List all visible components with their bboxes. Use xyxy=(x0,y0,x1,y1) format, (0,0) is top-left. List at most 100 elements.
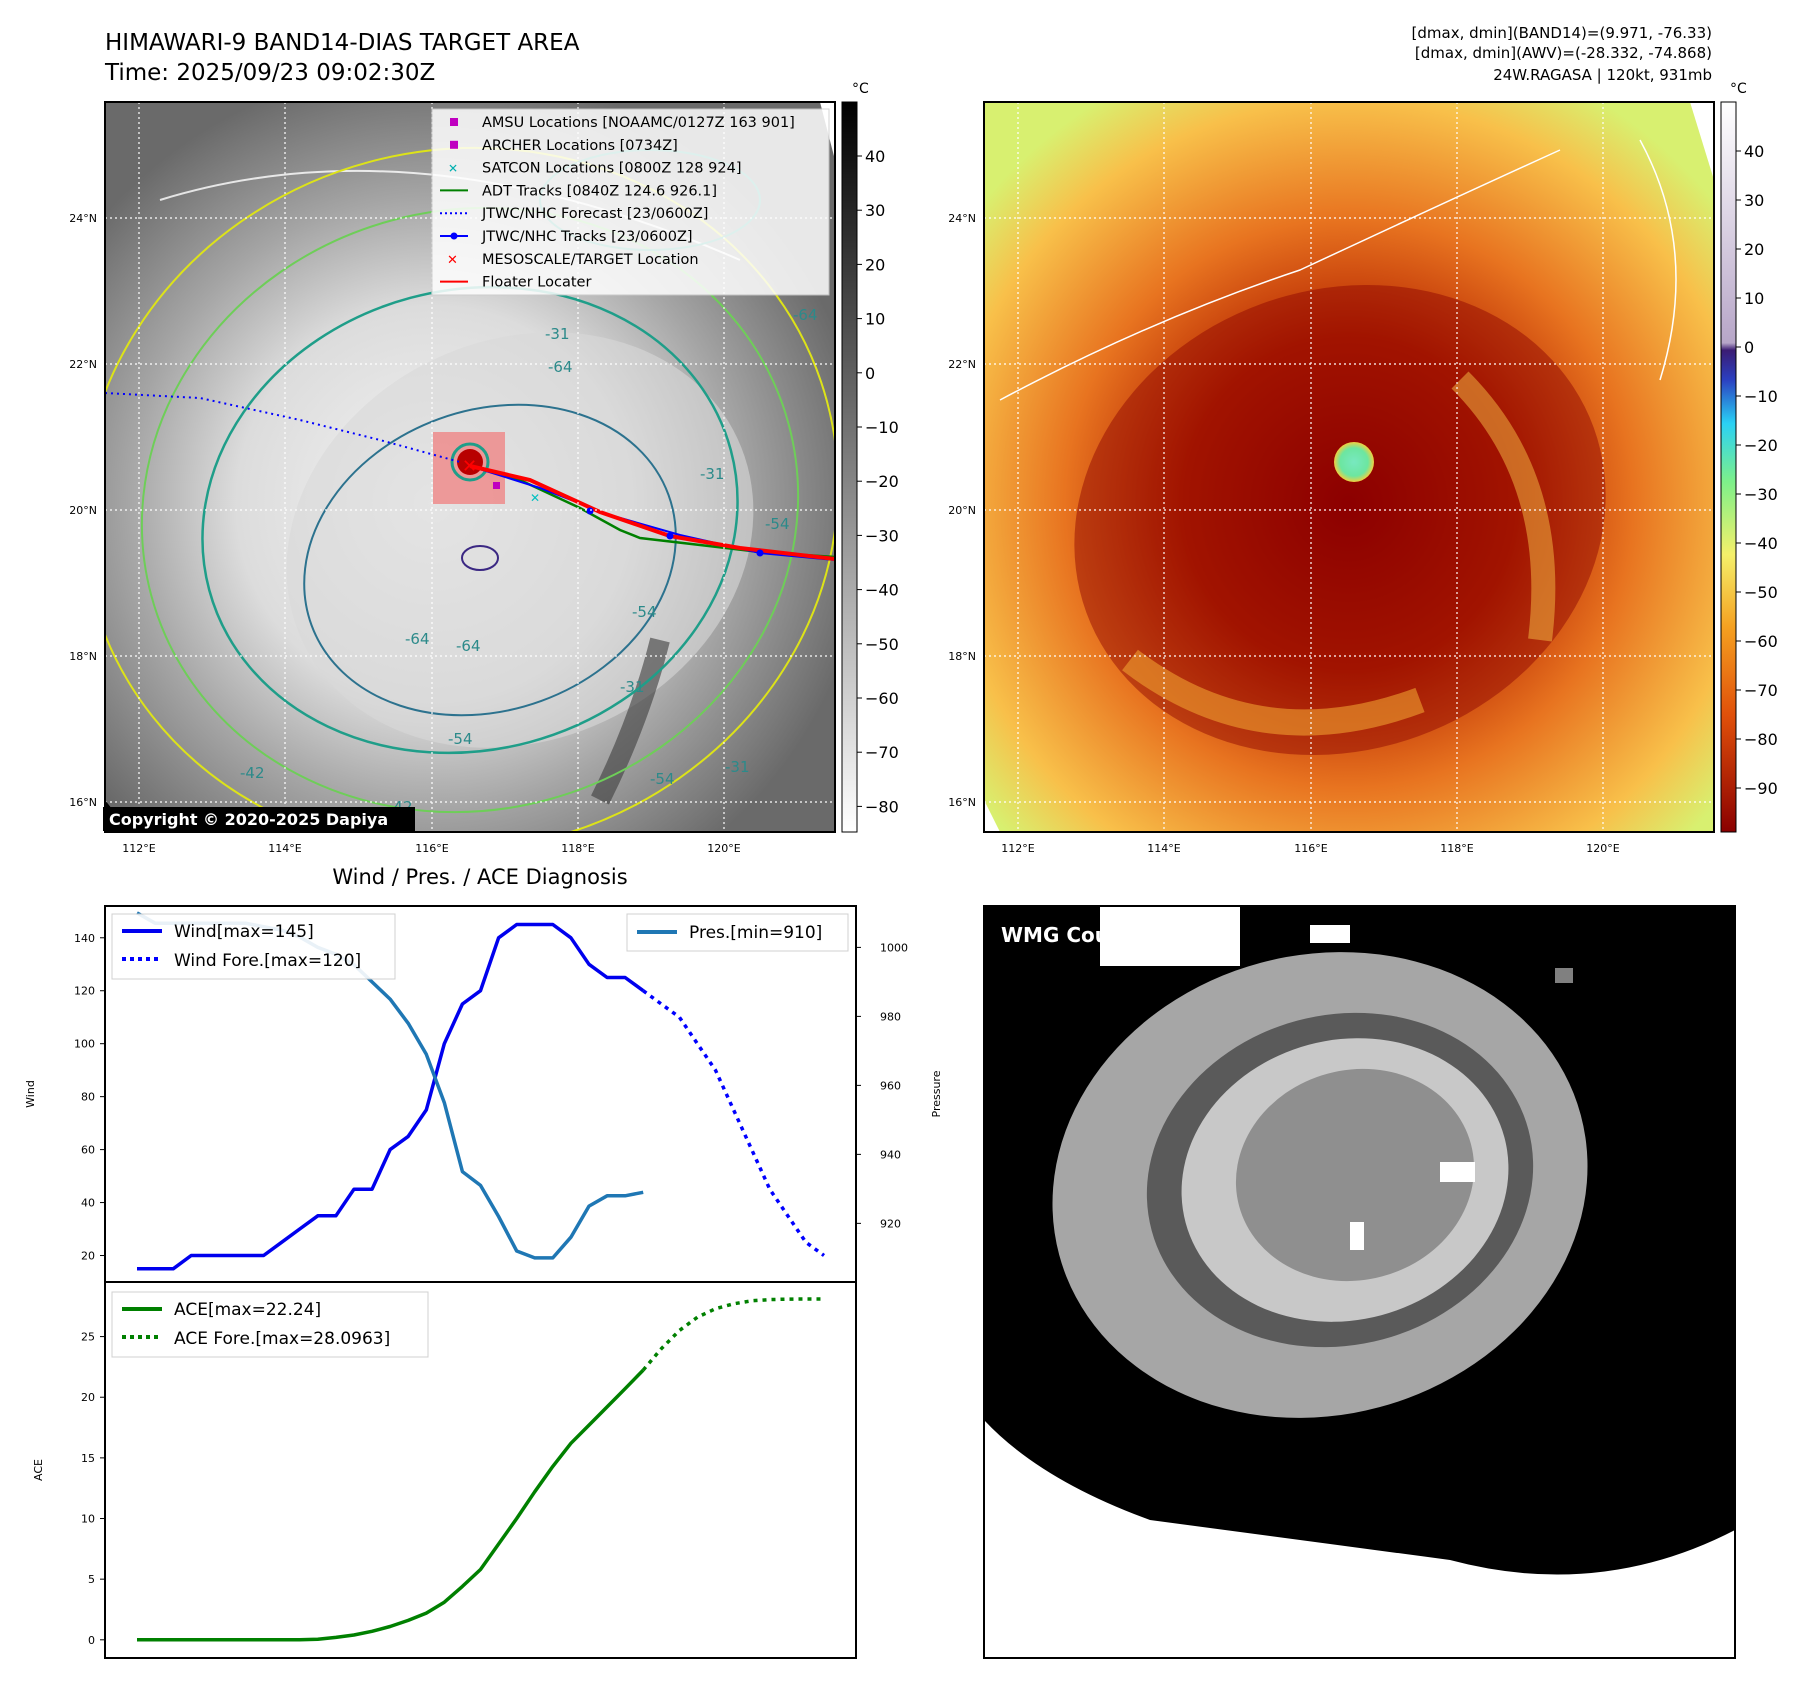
legend-item: ✕ SATCON Locations [0800Z 128 924] xyxy=(448,161,741,177)
awv-map-frame xyxy=(983,101,1715,833)
contour-label: -64 xyxy=(456,637,481,655)
legend-item: ADT Tracks [0840Z 124.6 926.1] xyxy=(440,183,717,199)
blue-line-dot-icon xyxy=(440,232,468,240)
awv-lat-label: 18°N xyxy=(948,650,976,663)
cyan-x-icon: ✕ xyxy=(448,162,458,176)
y-tick-label: 10 xyxy=(81,1513,95,1526)
ir-lon-label: 112°E xyxy=(122,842,155,855)
awv-lon-label: 114°E xyxy=(1147,842,1180,855)
wind-line xyxy=(137,922,645,1271)
ir-colorbar-tick-label: −30 xyxy=(865,526,899,545)
y-tick-label: 100 xyxy=(74,1038,95,1051)
legend-label: AMSU Locations [NOAAMC/0127Z 163 901] xyxy=(482,115,795,131)
wmg-count-label: WMG Count: 5 xyxy=(1001,923,1162,947)
y-tick-label: 40 xyxy=(81,1197,95,1210)
awv-lat-label: 22°N xyxy=(948,358,976,371)
ace-chart: ACE 0 5 10 15 20 25 ACE[max=22.24] ACE Fore.[… xyxy=(32,1281,857,1659)
awv-colorbar-tick-label: −50 xyxy=(1744,583,1778,602)
awv-colorbar-tick-label: 20 xyxy=(1744,240,1764,259)
y-tick-label: 25 xyxy=(81,1331,95,1344)
ir-contour-labels: -31-64-64-54-31-54-64-31-54-42-42-54-31-… xyxy=(240,306,818,816)
awv-colorbar-tick-label: −20 xyxy=(1744,436,1778,455)
y2-tick-label: 980 xyxy=(880,1010,901,1023)
awv-lat-labels: 24°N 22°N 20°N 18°N 16°N xyxy=(948,212,976,809)
contour-label: -54 xyxy=(765,515,790,533)
ace-legend: ACE[max=22.24] ACE Fore.[max=28.0963] xyxy=(111,1291,429,1358)
y-tick-label: 80 xyxy=(81,1091,95,1104)
ir-lat-labels: 24°N 22°N 20°N 18°N 16°N xyxy=(69,212,97,809)
contour-ring xyxy=(105,146,835,832)
y-tick-label: 140 xyxy=(74,932,95,945)
copyright-text: Copyright © 2020-2025 Dapiya xyxy=(109,810,388,829)
contour-label: -54 xyxy=(650,770,675,788)
awv-colorbar-tick-label: −40 xyxy=(1744,534,1778,553)
awv-eye xyxy=(1334,442,1374,482)
ir-colorbar-tick-label: −40 xyxy=(865,581,899,600)
jtwc-track-line xyxy=(469,465,835,561)
awv-image xyxy=(984,102,1714,832)
forecast-ace-line xyxy=(641,1297,824,1372)
awv-colorbar-tick-label: 40 xyxy=(1744,142,1764,161)
contour-ring xyxy=(201,285,739,755)
ir-lon-label: 116°E xyxy=(415,842,448,855)
awv-gridlines xyxy=(984,102,1714,832)
awv-colorbar-tick-label: −10 xyxy=(1744,387,1778,406)
legend-label: JTWC/NHC Forecast [23/0600Z] xyxy=(481,206,708,222)
legend-item: Floater Locater xyxy=(440,275,591,291)
ir-lat-label: 18°N xyxy=(69,650,97,663)
y-tick-label: 20 xyxy=(81,1391,95,1404)
info-band14-range: [dmax, dmin](BAND14)=(9.971, -76.33) xyxy=(1412,24,1712,42)
svg-text:✕: ✕ xyxy=(448,162,458,176)
ir-colorbar-tick-label: 10 xyxy=(865,310,885,329)
ir-legend: AMSU Locations [NOAAMC/0127Z 163 901] ARC… xyxy=(431,108,830,296)
figure-time: Time: 2025/09/23 09:02:30Z xyxy=(104,60,435,86)
ir-colorbar-tick-label: −10 xyxy=(865,418,899,437)
legend-item: ARCHER Locations [0734Z] xyxy=(450,138,678,154)
contour-ring xyxy=(303,403,677,717)
awv-colorbar-tick-label: −80 xyxy=(1744,730,1778,749)
ir-colorbar-tick-label: −20 xyxy=(865,472,899,491)
awv-colorbar-tick-label: 10 xyxy=(1744,289,1764,308)
awv-lon-label: 120°E xyxy=(1586,842,1619,855)
legend-label: MESOSCALE/TARGET Location xyxy=(482,252,699,268)
floater-track-line xyxy=(469,464,835,561)
satcon-x-icon: ✕ xyxy=(530,491,540,505)
contour-label: -31 xyxy=(545,325,570,343)
magenta-square-icon xyxy=(450,140,458,149)
ir-colorbar-tick-label: −70 xyxy=(865,743,899,762)
awv-lon-label: 118°E xyxy=(1440,842,1473,855)
ir-colorbar-tick-label: −50 xyxy=(865,635,899,654)
y-tick-label: 120 xyxy=(74,985,95,998)
jtwc-track-dot xyxy=(666,532,674,540)
y2-tick-label: 1000 xyxy=(880,941,908,954)
legend-item: JTWC/NHC Forecast [23/0600Z] xyxy=(440,206,708,222)
pressure-axis-label: Pressure xyxy=(930,1070,943,1117)
ir-lat-label: 20°N xyxy=(69,504,97,517)
ir-colorbar-tick-label: −80 xyxy=(865,797,899,816)
magenta-square-icon xyxy=(450,118,458,126)
ir-lat-label: 22°N xyxy=(69,358,97,371)
contour-label: -64 xyxy=(405,630,430,648)
pressure-legend: Pres.[min=910] xyxy=(626,913,849,952)
awv-lon-label: 112°E xyxy=(1001,842,1034,855)
ace-legend-label: ACE[max=22.24] xyxy=(174,1300,321,1320)
archer-marker xyxy=(493,482,500,489)
awv-lon-label: 116°E xyxy=(1294,842,1327,855)
diagnosis-title: Wind / Pres. / ACE Diagnosis xyxy=(332,865,627,889)
contour-label: -31 xyxy=(620,678,645,696)
ir-colorbar-tick-label: 20 xyxy=(865,255,885,274)
wind-axis-label: Wind xyxy=(24,1080,37,1108)
wmg-core xyxy=(1235,1068,1475,1282)
contour-label: -54 xyxy=(448,730,473,748)
legend-item: ✕ MESOSCALE/TARGET Location xyxy=(447,252,699,268)
target-x-icon: ✕ xyxy=(462,456,477,477)
y-tick-label: 5 xyxy=(88,1573,95,1586)
contour-ring xyxy=(461,545,499,571)
y2-tick-label: 920 xyxy=(880,1217,901,1230)
awv-colorbar: °C 40 30 20 10 0 −10 −20 −30 −40 −50 −60 −70 −80 −90 xyxy=(1720,81,1778,833)
awv-colorbar-tick-label: 30 xyxy=(1744,191,1764,210)
wmg-panel: WMG Count: 5 xyxy=(983,905,1736,1659)
contour-label: -31 xyxy=(700,465,725,483)
ir-colorbar-tick-label: 0 xyxy=(865,364,875,383)
ir-map-panel: ✕ ✕ -31-64-64-54-31-54-64-31-54-42-42-54… xyxy=(69,101,836,855)
